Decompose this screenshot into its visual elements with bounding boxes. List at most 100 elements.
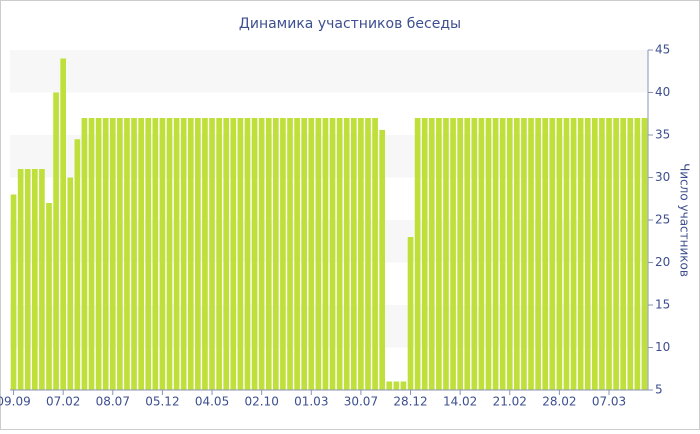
bar xyxy=(60,58,67,390)
bar xyxy=(464,118,471,390)
bar xyxy=(577,118,584,390)
y-tick-label: 15 xyxy=(655,298,670,312)
bar xyxy=(535,118,541,390)
bar xyxy=(365,118,371,390)
bar xyxy=(265,118,272,390)
bar xyxy=(131,118,137,390)
y-tick-label: 30 xyxy=(655,170,670,184)
bar xyxy=(457,118,463,390)
bar xyxy=(124,118,130,390)
bar xyxy=(31,169,38,390)
bar xyxy=(202,118,208,390)
y-tick-label: 20 xyxy=(655,255,670,269)
bar xyxy=(407,237,414,390)
bar xyxy=(301,118,308,390)
bar xyxy=(471,118,478,390)
bar xyxy=(641,118,648,390)
bar xyxy=(173,118,180,390)
bar xyxy=(542,118,549,390)
x-tick-label: 07.03 xyxy=(592,395,626,409)
x-tick-label: 09.09 xyxy=(0,395,31,409)
x-tick-label: 21.02 xyxy=(493,395,527,409)
bar xyxy=(216,118,222,390)
bar xyxy=(599,118,605,390)
bar xyxy=(102,118,109,390)
bar xyxy=(237,118,244,390)
bar xyxy=(428,118,435,390)
bar xyxy=(53,92,59,390)
bar xyxy=(159,118,166,390)
x-tick-label: 07.02 xyxy=(46,395,80,409)
bar xyxy=(258,118,265,390)
bar xyxy=(195,118,201,390)
bar xyxy=(145,118,152,390)
bar xyxy=(499,118,506,390)
bar xyxy=(223,118,230,390)
bar xyxy=(308,118,315,390)
bar xyxy=(591,118,598,390)
y-tick-label: 25 xyxy=(655,213,670,227)
bar xyxy=(315,118,322,390)
bar xyxy=(272,118,279,390)
bar xyxy=(17,169,24,390)
x-tick-label: 28.12 xyxy=(393,395,427,409)
bar xyxy=(251,118,258,390)
bar xyxy=(506,118,513,390)
bar xyxy=(528,118,534,390)
bar xyxy=(634,118,641,390)
bar xyxy=(294,118,300,390)
bar xyxy=(514,118,520,390)
bar xyxy=(336,118,343,390)
grid-band xyxy=(10,220,648,263)
bar xyxy=(563,118,570,390)
bar xyxy=(570,118,577,390)
bar xyxy=(627,118,634,390)
bar xyxy=(230,118,237,390)
grid-band xyxy=(10,135,648,178)
bar xyxy=(372,118,378,390)
bar xyxy=(67,177,74,390)
bar xyxy=(81,118,88,390)
x-tick-label: 04.05 xyxy=(195,395,229,409)
bar xyxy=(584,118,591,390)
bar xyxy=(95,118,102,390)
bar xyxy=(400,381,407,390)
bar xyxy=(343,118,350,390)
bar xyxy=(521,118,527,390)
bar xyxy=(350,118,357,390)
grid-band xyxy=(10,305,648,348)
chart-title: Динамика участников беседы xyxy=(239,16,461,32)
bar xyxy=(187,118,194,390)
bar xyxy=(280,118,286,390)
bar xyxy=(556,118,563,390)
bar xyxy=(436,118,442,390)
bar xyxy=(152,118,159,390)
bar xyxy=(180,118,187,390)
bar xyxy=(549,118,556,390)
x-tick-label: 14.02 xyxy=(443,395,477,409)
x-tick-label: 05.12 xyxy=(145,395,179,409)
bar xyxy=(478,118,485,390)
bar xyxy=(322,118,329,390)
x-tick-label: 01.03 xyxy=(294,395,328,409)
bar xyxy=(379,129,386,390)
bar xyxy=(620,118,627,390)
bar xyxy=(393,381,400,390)
bar xyxy=(10,194,17,390)
x-tick-label: 30.07 xyxy=(344,395,378,409)
y-tick-label: 35 xyxy=(655,128,670,142)
bar xyxy=(209,118,215,390)
y-tick-label: 10 xyxy=(655,340,670,354)
bar xyxy=(386,381,393,390)
bar xyxy=(287,118,293,390)
bar xyxy=(450,118,456,390)
x-tick-label: 02.10 xyxy=(244,395,278,409)
bar xyxy=(117,118,123,390)
y-tick-label: 45 xyxy=(655,43,670,57)
y-axis-label: Число участников xyxy=(678,163,692,277)
bar xyxy=(485,118,492,390)
bar xyxy=(443,118,449,390)
bar xyxy=(46,203,52,390)
bar xyxy=(421,118,428,390)
